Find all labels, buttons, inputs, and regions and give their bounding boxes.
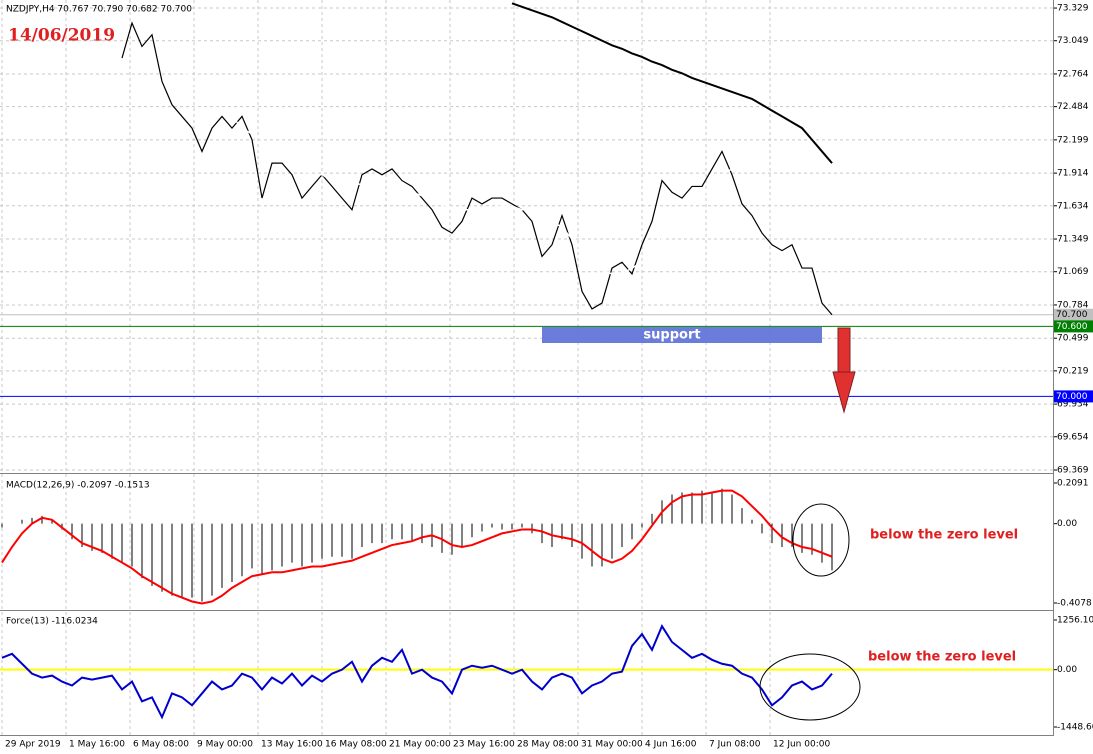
series-line (1, 624, 833, 720)
y-tick-label: 0.2091 (1057, 478, 1089, 488)
y-tick-label: 72.764 (1057, 69, 1089, 79)
y-tick-label: 73.329 (1057, 4, 1089, 14)
date-label: 29 Apr 2019 (5, 740, 61, 750)
force-note: below the zero level (868, 650, 1016, 665)
level-label: 70.700 (1056, 310, 1088, 320)
arrow-body (837, 327, 851, 373)
level-tag (1054, 308, 1093, 321)
support-zone (542, 327, 822, 343)
y-tick-label: 71.349 (1057, 235, 1089, 245)
series-line (511, 2, 833, 164)
date-label: 1 May 16:00 (69, 740, 125, 750)
date-label: 7 Jun 08:00 (709, 740, 761, 750)
macd-note: below the zero level (870, 528, 1018, 543)
date-label: 28 May 08:00 (517, 740, 579, 750)
date-label: 12 Jun 00:00 (773, 740, 830, 750)
frame (0, 0, 1054, 736)
y-tick-label: 72.199 (1057, 135, 1089, 145)
date-stamp: 14/06/2019 (8, 26, 115, 46)
y-tick-label: 71.634 (1057, 201, 1089, 211)
pane-title: NZDJPY,H4 70.767 70.790 70.682 70.700 (6, 5, 192, 15)
y-tick-label: 0.00 (1057, 519, 1077, 529)
arrow-head (832, 371, 856, 414)
force-circle (759, 653, 861, 721)
date-label: 4 Jun 16:00 (645, 740, 697, 750)
date-label: 23 May 16:00 (453, 740, 515, 750)
series-line (1, 489, 833, 605)
y-tick-label: 69.654 (1057, 432, 1089, 442)
series-line (121, 21, 833, 316)
y-tick-label: 1256.10 (1057, 615, 1093, 625)
y-tick-label: 69.934 (1057, 400, 1089, 410)
series-line (171, 46, 833, 275)
y-tick-label: 70.499 (1057, 334, 1089, 344)
pane-title: MACD(12,26,9) -0.2097 -0.1513 (6, 481, 150, 491)
date-label: 21 May 00:00 (389, 740, 451, 750)
date-label: 13 May 16:00 (261, 740, 323, 750)
date-label: 16 May 08:00 (325, 740, 387, 750)
date-label: 9 May 00:00 (197, 740, 253, 750)
date-label: 6 May 08:00 (133, 740, 189, 750)
grid-layer (0, 0, 1053, 735)
y-tick-label: 71.069 (1057, 267, 1089, 277)
pane-title: Force(13) -116.0234 (6, 617, 98, 627)
date-label: 31 May 00:00 (581, 740, 643, 750)
level-label: 70.600 (1056, 322, 1088, 332)
y-tick-label: -1448.60 (1057, 722, 1093, 732)
support-label: support (643, 328, 700, 343)
level-tag (1054, 320, 1093, 333)
y-tick-label: 69.369 (1057, 466, 1089, 476)
y-tick-label: 70.784 (1057, 300, 1089, 310)
level-tag (1054, 390, 1093, 403)
y-tick-label: 72.484 (1057, 102, 1089, 112)
y-tick-label: 73.049 (1057, 36, 1089, 46)
level-label: 70.000 (1056, 392, 1088, 402)
y-tick-label: -0.4078 (1057, 599, 1092, 609)
macd-circle (792, 503, 850, 577)
y-tick-label: 0.00 (1057, 665, 1077, 675)
y-tick-label: 71.914 (1057, 169, 1089, 179)
y-tick-label: 70.219 (1057, 366, 1089, 376)
